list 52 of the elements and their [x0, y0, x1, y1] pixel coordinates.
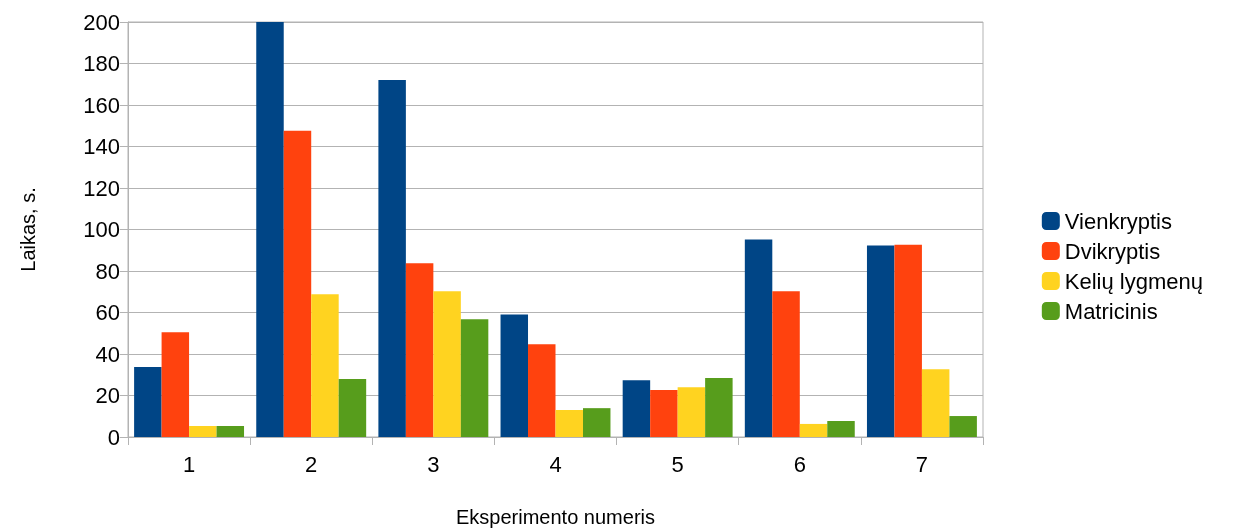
y-tick-label: 20: [95, 383, 120, 408]
y-tick-label: 160: [83, 92, 120, 118]
bar: [622, 380, 651, 437]
bar: [799, 423, 828, 437]
bar: [134, 367, 162, 437]
x-tick-label: 5: [671, 451, 684, 477]
bar: [949, 416, 977, 437]
x-tick-label: 2: [305, 451, 318, 477]
y-tick-label: 140: [83, 134, 120, 159]
bar: [405, 263, 434, 437]
bar: [921, 369, 950, 437]
legend-label: Matricinis: [1064, 298, 1158, 324]
y-tick-label: 80: [95, 258, 120, 284]
bar: [433, 291, 461, 437]
x-tick-label: 1: [182, 451, 196, 477]
y-tick-label: 200: [83, 9, 120, 35]
x-tick-label: 4: [549, 451, 562, 477]
x-axis-title: Eksperimento numeris: [456, 506, 655, 528]
bar: [555, 410, 583, 437]
y-tick-label: 180: [83, 51, 120, 76]
bar: [189, 426, 217, 437]
bar: [311, 294, 339, 437]
bar: [894, 244, 922, 437]
bar: [827, 421, 855, 437]
y-axis-title: Laikas, s.: [17, 187, 39, 272]
bar: [460, 319, 489, 437]
bar: [772, 291, 800, 437]
bar: [866, 245, 895, 437]
bar: [744, 239, 773, 437]
bar: [528, 344, 556, 437]
bar: [650, 390, 678, 437]
y-tick-label: 100: [83, 217, 120, 242]
legend-label: Vienkryptis: [1064, 208, 1173, 234]
bar: [705, 378, 733, 437]
y-tick-label: 0: [107, 424, 120, 450]
bar: [283, 130, 312, 437]
bar: [677, 387, 706, 437]
bar: [582, 408, 611, 437]
x-tick-label: 7: [915, 451, 929, 477]
bar: [256, 22, 284, 437]
bar: [338, 379, 367, 437]
bar: [500, 314, 529, 437]
bar: [378, 80, 406, 437]
bar: [216, 426, 245, 437]
legend-label: Kelių lygmenų: [1064, 268, 1203, 294]
bar: [161, 332, 190, 437]
x-tick-label: 6: [793, 451, 806, 477]
y-tick-label: 40: [95, 341, 120, 367]
y-tick-label: 60: [95, 300, 120, 325]
x-tick-label: 3: [427, 451, 440, 477]
legend-label: Dvikryptis: [1064, 238, 1161, 264]
y-tick-label: 120: [83, 175, 120, 201]
